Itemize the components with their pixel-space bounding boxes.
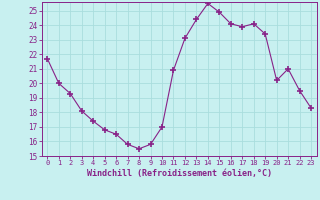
X-axis label: Windchill (Refroidissement éolien,°C): Windchill (Refroidissement éolien,°C) [87, 169, 272, 178]
